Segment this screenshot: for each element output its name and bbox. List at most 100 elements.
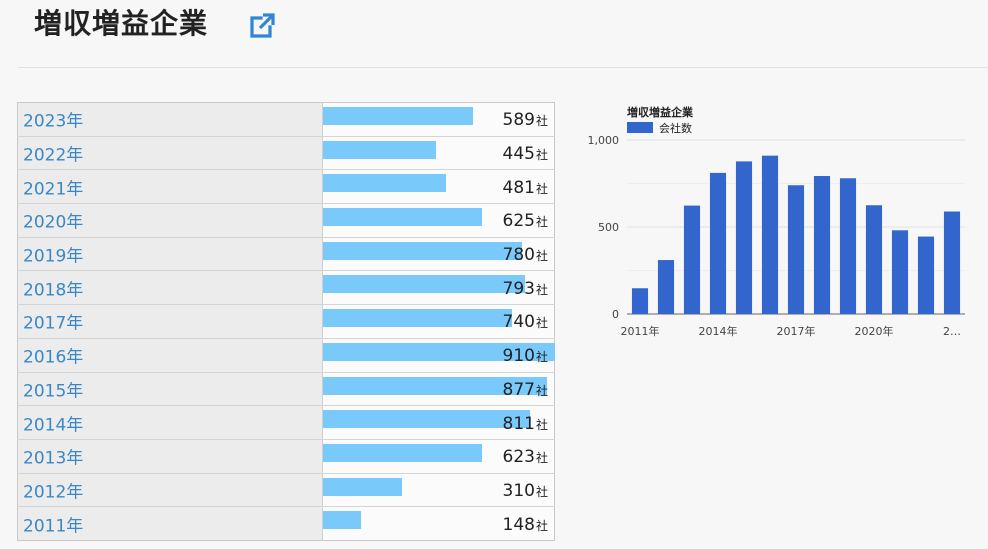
count-bar <box>323 275 525 294</box>
year-link[interactable]: 2023年 <box>23 111 84 132</box>
bar-cell: 780社 <box>322 237 555 272</box>
year-cell: 2023年 <box>17 102 323 137</box>
count-value: 445社 <box>503 144 548 164</box>
bar-cell: 148社 <box>322 506 555 541</box>
year-link[interactable]: 2018年 <box>23 280 84 301</box>
year-cell: 2014年 <box>17 405 323 440</box>
count-bar <box>323 477 402 496</box>
year-link[interactable]: 2017年 <box>23 313 84 334</box>
count-unit: 社 <box>535 383 548 398</box>
header-divider <box>18 67 988 68</box>
count-bar <box>323 107 473 125</box>
legend-label: 会社数 <box>659 121 692 135</box>
count-number: 910 <box>502 346 535 367</box>
year-cell: 2022年 <box>17 136 323 171</box>
count-unit: 社 <box>535 518 548 533</box>
count-bar <box>323 443 482 462</box>
count-unit: 社 <box>535 350 548 365</box>
count-unit: 社 <box>535 417 548 432</box>
count-value: 793社 <box>503 279 548 299</box>
count-value: 481社 <box>503 178 548 198</box>
year-cell: 2015年 <box>17 372 323 407</box>
page-title: 増収増益企業 <box>34 7 209 40</box>
year-link[interactable]: 2011年 <box>23 516 84 537</box>
table-row: 2015年 877社 <box>17 372 555 407</box>
chart-bar <box>761 155 779 314</box>
table-row: 2021年 481社 <box>17 169 555 205</box>
bar-cell: 811社 <box>322 405 555 440</box>
year-link[interactable]: 2019年 <box>23 246 84 267</box>
count-number: 148 <box>502 514 535 535</box>
year-cell: 2013年 <box>17 439 323 474</box>
year-link[interactable]: 2022年 <box>23 145 84 166</box>
chart-title: 増収増益企業 <box>627 105 694 119</box>
count-value: 148社 <box>503 515 548 535</box>
count-number: 445 <box>502 144 535 165</box>
year-cell: 2018年 <box>17 270 323 306</box>
bar-cell: 589社 <box>322 102 555 137</box>
year-cell: 2021年 <box>17 169 323 205</box>
count-unit: 社 <box>535 316 548 331</box>
chart-bar <box>917 236 935 314</box>
year-cell: 2019年 <box>17 237 323 272</box>
count-unit: 社 <box>535 215 548 230</box>
bar-cell: 877社 <box>322 372 555 407</box>
year-link[interactable]: 2016年 <box>23 347 84 368</box>
x-tick-label: 2017年 <box>777 324 816 338</box>
bar-chart: 増収増益企業 会社数 0 500 1,000 2011年 2014年 2017年 2020年 2… <box>575 95 975 345</box>
count-value: 811社 <box>503 414 548 434</box>
count-bar <box>323 410 530 429</box>
year-link[interactable]: 2012年 <box>23 482 84 503</box>
count-unit: 社 <box>535 181 548 196</box>
count-number: 623 <box>502 447 535 468</box>
count-value: 780社 <box>503 245 548 265</box>
chart-bar <box>891 230 909 314</box>
year-link[interactable]: 2020年 <box>23 212 84 233</box>
count-unit: 社 <box>535 282 548 297</box>
count-unit: 社 <box>535 484 548 499</box>
table-row: 2016年 910社 <box>17 338 555 373</box>
chart-bar <box>735 161 753 314</box>
yearly-count-table: 2023年 589社 2022年 445社 2021年 481社 2020年 625社 2019… <box>17 102 555 541</box>
count-value: 623社 <box>503 447 548 467</box>
x-tick-label: 2014年 <box>699 324 738 338</box>
page-header: 増収増益企業 <box>0 0 988 66</box>
x-tick-label: 2… <box>943 325 961 338</box>
count-number: 310 <box>502 480 535 501</box>
legend-swatch <box>627 122 653 133</box>
bar-cell: 445社 <box>322 136 555 171</box>
count-bar <box>323 140 436 159</box>
count-number: 481 <box>502 177 535 198</box>
count-value: 910社 <box>503 346 548 366</box>
bar-cell: 481社 <box>322 169 555 205</box>
table-row: 2020年 625社 <box>17 203 555 238</box>
count-number: 811 <box>502 413 535 434</box>
year-link[interactable]: 2015年 <box>23 381 84 402</box>
count-bar <box>323 342 555 361</box>
count-unit: 社 <box>535 249 548 264</box>
bar-cell: 740社 <box>322 304 555 339</box>
count-unit: 社 <box>535 451 548 466</box>
year-link[interactable]: 2013年 <box>23 448 84 469</box>
year-cell: 2012年 <box>17 473 323 508</box>
year-cell: 2017年 <box>17 304 323 339</box>
chart-bar <box>683 205 701 314</box>
y-tick-label: 500 <box>598 221 619 234</box>
bar-cell: 310社 <box>322 473 555 508</box>
count-unit: 社 <box>535 114 548 129</box>
chart-bar <box>787 185 805 314</box>
count-number: 793 <box>502 278 535 299</box>
bar-cell: 910社 <box>322 338 555 373</box>
count-bar <box>323 208 482 227</box>
count-bar <box>323 376 547 395</box>
table-row: 2023年 589社 <box>17 102 555 137</box>
year-cell: 2020年 <box>17 203 323 238</box>
count-value: 625社 <box>503 211 548 231</box>
year-link[interactable]: 2021年 <box>23 179 84 200</box>
count-number: 625 <box>502 211 535 232</box>
y-tick-label: 0 <box>612 308 619 321</box>
count-unit: 社 <box>535 148 548 163</box>
year-link[interactable]: 2014年 <box>23 415 84 436</box>
external-link-icon[interactable] <box>248 11 276 39</box>
